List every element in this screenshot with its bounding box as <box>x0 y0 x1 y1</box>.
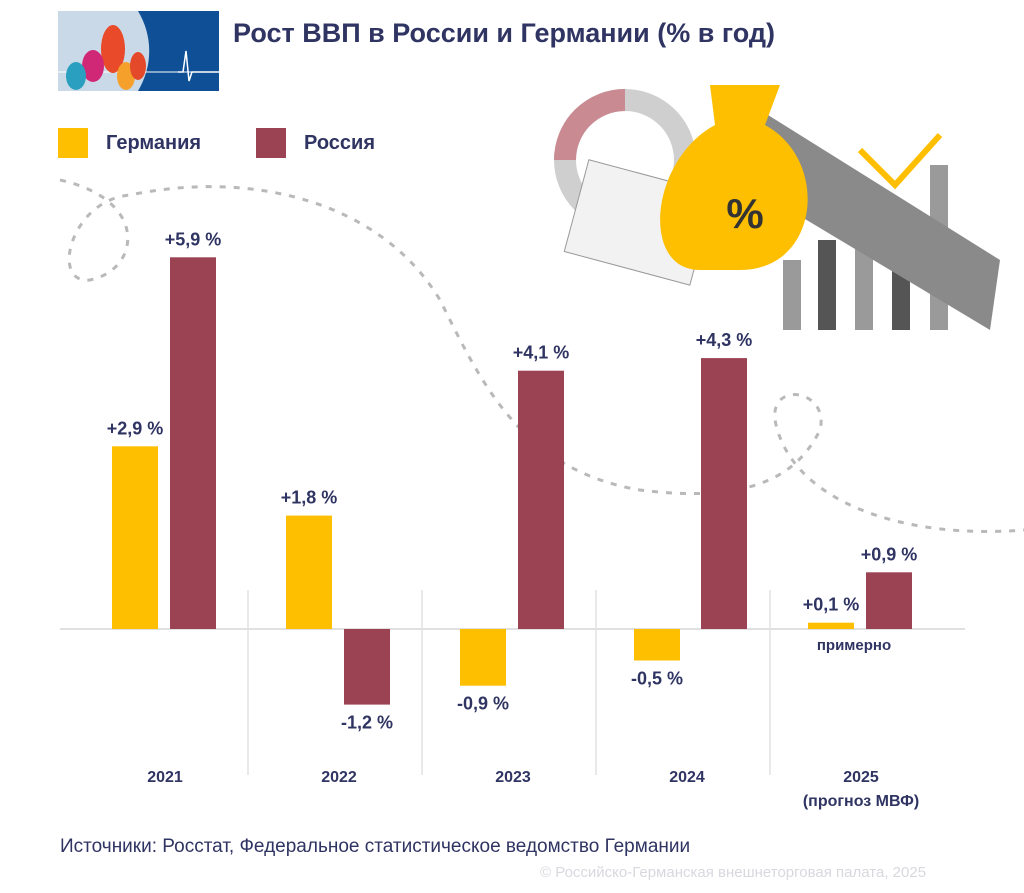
data-label: -1,2 % <box>341 713 393 733</box>
data-label: +5,9 % <box>165 229 222 249</box>
legend-item-russia: Россия <box>256 128 375 158</box>
decorative-dashed-line <box>59 178 1024 533</box>
bar-germany-2022 <box>286 515 332 629</box>
bar-russia-2023 <box>518 370 564 629</box>
data-label: +1,8 % <box>281 488 338 508</box>
data-label: +4,3 % <box>696 330 753 350</box>
x-tick-label: 2025 <box>843 769 879 786</box>
legend-swatch <box>256 128 286 158</box>
bar-germany-2024 <box>634 629 680 661</box>
source-note: Источники: Росстат, Федеральное статисти… <box>60 836 691 857</box>
svg-text:%: % <box>726 190 763 237</box>
chart-title: Рост ВВП в России и Германии (% в год) <box>233 18 776 48</box>
x-tick-note: (прогноз МВФ) <box>803 793 919 810</box>
legend-swatch <box>58 128 88 158</box>
data-label: +4,1 % <box>513 343 570 363</box>
legend-label: Германия <box>106 131 202 154</box>
x-tick-label: 2024 <box>669 769 705 786</box>
bar-germany-2025 <box>808 622 854 629</box>
legend-item-germany: Германия <box>58 128 201 158</box>
bar-russia-2025 <box>866 572 912 629</box>
annotation-approx: примерно <box>817 637 891 654</box>
data-label: +2,9 % <box>107 418 164 438</box>
money-bag-icon <box>660 85 808 270</box>
bar-russia-2022 <box>344 629 390 705</box>
legend-label: Россия <box>304 131 376 154</box>
data-label: -0,9 % <box>457 694 509 714</box>
bar-russia-2021 <box>170 257 216 629</box>
data-label: +0,9 % <box>861 544 918 564</box>
illustration: % <box>554 85 1000 330</box>
bar-russia-2024 <box>701 358 747 629</box>
copyright: © Российско-Германская внешнеторговая па… <box>540 864 927 881</box>
x-tick-label: 2021 <box>147 769 183 786</box>
data-label: +0,1 % <box>803 595 860 615</box>
trend-arrow-icon <box>857 132 943 190</box>
x-tick-label: 2023 <box>495 769 531 786</box>
logo <box>58 11 219 91</box>
hand-illustration <box>740 110 1000 330</box>
bar-germany-2023 <box>460 629 506 686</box>
data-label: -0,5 % <box>631 669 683 689</box>
bar-germany-2021 <box>112 446 158 629</box>
x-tick-label: 2022 <box>321 769 357 786</box>
